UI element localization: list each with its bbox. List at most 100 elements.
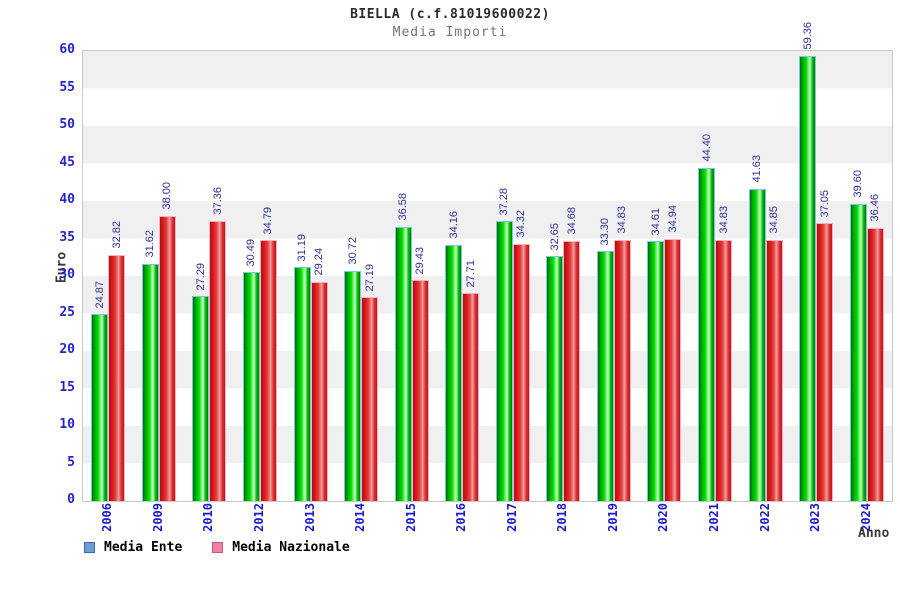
bar-group-2020: 34.61 34.94 bbox=[639, 51, 690, 501]
legend: Media Ente Media Nazionale bbox=[84, 540, 350, 555]
bar-media-ente-2017: 37.28 bbox=[495, 188, 513, 501]
bar-media-ente-2024: 39.60 bbox=[849, 170, 867, 501]
y-tick-label: 45 bbox=[59, 154, 75, 170]
bar-value-label: 31.19 bbox=[296, 233, 309, 262]
bar-media-ente-2014: 30.72 bbox=[344, 237, 362, 501]
bar-value-label: 38.00 bbox=[161, 182, 174, 210]
bar-value-label: 29.24 bbox=[313, 248, 326, 276]
bar-group-2006: 24.87 32.82 bbox=[83, 51, 134, 501]
x-tick-label: 2015 bbox=[403, 503, 418, 532]
bar-value-label: 27.71 bbox=[464, 259, 477, 288]
bar-media-nazionale-2021: 34.83 bbox=[715, 206, 733, 501]
x-tick-label: 2020 bbox=[656, 503, 671, 532]
bar-group-2024: 39.60 36.46 bbox=[841, 51, 892, 501]
chart-subtitle: Media Importi bbox=[392, 25, 508, 40]
bar-media-ente-2016: 34.16 bbox=[445, 211, 463, 501]
y-tick-label: 40 bbox=[59, 192, 75, 207]
bar-media-nazionale-2024: 36.46 bbox=[866, 194, 884, 501]
bar-group-2021: 44.40 34.83 bbox=[690, 51, 741, 501]
x-axis: 2006 2009 2010 2012 2013 2014 2015 2016 2017 2018… bbox=[82, 503, 891, 532]
bar-groups: 24.87 32.82 31.62 38.00 27.29 37.36 30.49 34.79… bbox=[83, 22, 892, 501]
bar-media-nazionale-2013: 29.24 bbox=[310, 248, 328, 501]
bar-group-2012: 30.49 34.79 bbox=[235, 51, 286, 501]
x-tick-label: 2023 bbox=[808, 503, 823, 532]
bar-media-nazionale-2012: 34.79 bbox=[259, 207, 277, 501]
x-tick-label: 2006 bbox=[100, 503, 115, 532]
bar-media-ente-2018: 32.65 bbox=[546, 223, 564, 501]
bar-group-2009: 31.62 38.00 bbox=[134, 51, 185, 501]
y-tick-label: 15 bbox=[59, 379, 75, 395]
x-tick-label: 2014 bbox=[353, 503, 368, 532]
x-tick-label: 2016 bbox=[454, 503, 469, 532]
bar-media-ente-2020: 34.61 bbox=[647, 208, 665, 501]
bar-media-nazionale-2009: 38.00 bbox=[158, 182, 176, 501]
bar-value-label: 37.05 bbox=[818, 189, 831, 218]
bar-value-label: 30.72 bbox=[346, 237, 359, 265]
bar-media-nazionale-2006: 32.82 bbox=[108, 221, 126, 501]
bar-value-label: 29.43 bbox=[414, 246, 427, 275]
bar-group-2017: 37.28 34.32 bbox=[488, 51, 539, 501]
x-tick-label: 2021 bbox=[707, 503, 722, 532]
bar-value-label: 34.79 bbox=[262, 206, 275, 235]
bar-media-ente-2021: 44.40 bbox=[698, 134, 716, 501]
legend-label: Media Ente bbox=[104, 540, 183, 555]
bar-media-nazionale-2018: 34.68 bbox=[563, 207, 581, 501]
bar-media-nazionale-2020: 34.94 bbox=[664, 205, 682, 501]
bar-media-ente-2022: 41.63 bbox=[748, 155, 766, 501]
bar-value-label: 34.83 bbox=[717, 206, 730, 234]
bar-value-label: 59.36 bbox=[801, 22, 814, 50]
y-tick-label: 50 bbox=[59, 117, 75, 132]
bar-value-label: 33.30 bbox=[599, 217, 612, 246]
bar-group-2023: 59.36 37.05 bbox=[791, 22, 842, 501]
legend-item-media-nazionale: Media Nazionale bbox=[212, 540, 350, 555]
bar-value-label: 31.62 bbox=[144, 230, 157, 258]
x-tick-label: 2018 bbox=[555, 503, 570, 532]
bar-value-label: 32.65 bbox=[548, 222, 561, 251]
x-tick-label: 2017 bbox=[504, 503, 519, 532]
y-tick-label: 55 bbox=[59, 79, 75, 95]
y-axis: 0 5 10 15 20 25 30 35 40 45 50 55 60 bbox=[0, 42, 75, 507]
y-tick-label: 25 bbox=[59, 304, 75, 320]
bar-media-nazionale-2014: 27.19 bbox=[361, 264, 379, 501]
bar-media-nazionale-2015: 29.43 bbox=[411, 247, 429, 501]
x-axis-title: Anno bbox=[858, 526, 890, 541]
legend-swatch bbox=[84, 542, 95, 553]
bar-value-label: 36.46 bbox=[869, 194, 882, 222]
y-tick-label: 30 bbox=[59, 267, 75, 282]
legend-item-media-ente: Media Ente bbox=[84, 540, 182, 555]
bar-media-nazionale-2023: 37.05 bbox=[816, 190, 834, 501]
y-tick-label: 0 bbox=[67, 492, 75, 507]
x-tick-label: 2013 bbox=[302, 503, 317, 532]
bar-value-label: 37.28 bbox=[498, 187, 511, 216]
bar-value-label: 27.29 bbox=[194, 262, 207, 291]
bar-group-2016: 34.16 27.71 bbox=[437, 51, 488, 501]
bar-value-label: 41.63 bbox=[751, 155, 764, 183]
bar-value-label: 44.40 bbox=[700, 134, 713, 162]
bar-media-ente-2015: 36.58 bbox=[394, 193, 412, 501]
x-tick-label: 2019 bbox=[605, 503, 620, 532]
bar-media-ente-2010: 27.29 bbox=[192, 263, 210, 501]
y-tick-label: 20 bbox=[59, 342, 75, 357]
bar-value-label: 34.16 bbox=[447, 211, 460, 239]
bar-media-ente-2019: 33.30 bbox=[596, 218, 614, 501]
bar-value-label: 37.36 bbox=[211, 187, 224, 215]
x-tick-label: 2022 bbox=[757, 503, 772, 532]
bar-value-label: 39.60 bbox=[852, 170, 865, 198]
chart-title: BIELLA (c.f.81019600022) bbox=[350, 7, 550, 22]
bar-media-nazionale-2017: 34.32 bbox=[512, 210, 530, 501]
bar-value-label: 34.85 bbox=[768, 206, 781, 234]
x-tick-label: 2012 bbox=[251, 503, 266, 532]
bar-group-2013: 31.19 29.24 bbox=[285, 51, 336, 501]
bar-media-ente-2023: 59.36 bbox=[799, 22, 817, 501]
bar-value-label: 34.32 bbox=[515, 210, 528, 238]
bar-group-2015: 36.58 29.43 bbox=[386, 51, 437, 501]
bar-media-nazionale-2010: 37.36 bbox=[209, 187, 227, 501]
y-tick-label: 10 bbox=[59, 417, 75, 432]
plot-area: 24.87 32.82 31.62 38.00 27.29 37.36 30.49 34.79… bbox=[82, 22, 893, 502]
bar-media-ente-2006: 24.87 bbox=[91, 281, 109, 501]
bar-value-label: 27.19 bbox=[363, 263, 376, 292]
bar-media-ente-2013: 31.19 bbox=[293, 234, 311, 501]
bar-value-label: 34.94 bbox=[666, 205, 679, 233]
bar-media-nazionale-2016: 27.71 bbox=[462, 260, 480, 501]
